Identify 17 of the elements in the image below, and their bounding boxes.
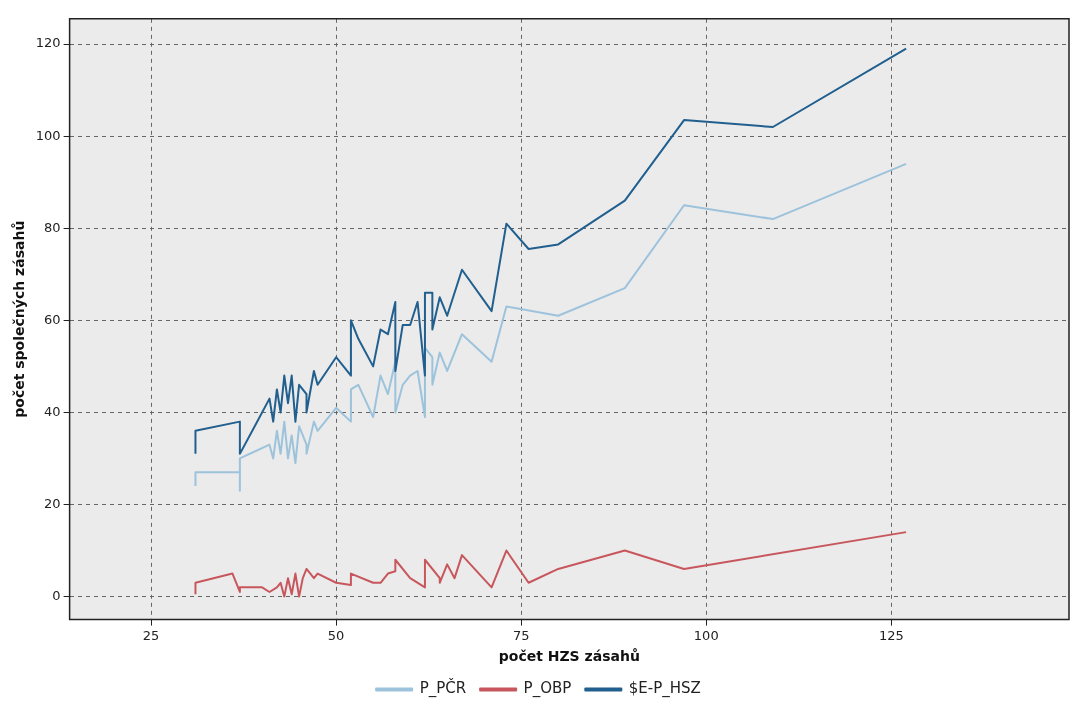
- y-tick-label: 100: [35, 127, 61, 143]
- y-tick-label: 120: [35, 35, 61, 51]
- x-tick-label: 25: [142, 627, 160, 643]
- x-tick-label: 75: [512, 627, 530, 643]
- y-tick-label: 60: [44, 311, 61, 327]
- y-axis-title: počet společných zásahů: [11, 220, 28, 418]
- x-axis-title: počet HZS zásahů: [498, 648, 640, 665]
- x-tick-label: 50: [327, 627, 345, 643]
- y-tick-label: 20: [44, 495, 61, 511]
- y-tick-label: 40: [44, 403, 61, 419]
- x-tick-label: 125: [878, 627, 904, 643]
- x-tick-label: 100: [693, 627, 719, 643]
- y-tick-label: 0: [52, 587, 61, 603]
- y-tick-label: 80: [44, 219, 61, 235]
- legend-label: P_PČR: [419, 678, 467, 699]
- legend-label: $E-P_HSZ: [628, 679, 701, 699]
- legend-label: P_OBP: [523, 679, 572, 699]
